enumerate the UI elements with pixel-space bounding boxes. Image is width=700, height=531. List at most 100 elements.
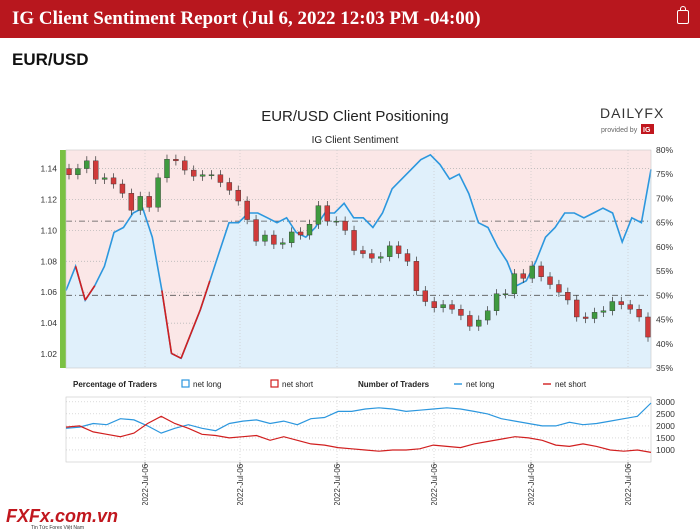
date-tick-label: 2022-Jul-06 [141,463,150,505]
price-candle [556,284,562,293]
price-candle [493,293,500,311]
price-candle [306,224,313,236]
price-candle [636,309,642,318]
price-axis-bar [60,150,66,368]
percent-tick-label: 55% [656,266,673,276]
percent-tick-label: 80% [656,145,673,155]
price-candle [280,242,286,245]
price-candle [208,174,215,176]
count-net-long-line [65,402,652,434]
footer-watermark: FXFx.com.vn Tin Tức Forex Việt Nam [0,505,700,531]
trader-count-plot: 3000 2500 2000 1500 1000 [65,396,675,463]
plot-frame [65,149,652,369]
date-tick-label: 2022-Jul-06 [333,463,342,505]
report-title: IG Client Sentiment Report (Jul 6, 2022 … [12,8,481,29]
price-candle [333,220,339,223]
percent-tick-label: 65% [656,218,673,228]
price-candle [529,265,535,279]
net-short-segment [74,266,86,301]
legend-pct-title: Percentage of Traders [73,380,158,389]
percent-tick-label: 75% [656,169,673,179]
price-candle [458,309,464,316]
price-candle [75,168,81,175]
price-candle [288,231,295,243]
provided-by-label: provided by [601,127,638,134]
price-candle [404,253,411,262]
ig-badge [641,124,654,134]
price-candle [538,265,544,277]
net-short-segment [189,309,202,335]
percent-tick-label: 70% [656,193,673,203]
price-candle [137,196,143,211]
price-candle [627,304,633,310]
price-candle [262,234,268,242]
price-candle [199,174,206,177]
price-candle [235,189,241,202]
legend-net-long-swatch [181,379,190,388]
fxfx-tagline: Tin Tức Forex Việt Nam [31,525,84,531]
price-candle [547,276,553,285]
price-candle [101,177,108,180]
price-candle [618,301,624,305]
price-candle [378,256,384,259]
report-title-bar: IG Client Sentiment Report (Jul 6, 2022 … [0,0,700,38]
count-tick-label: 1500 [656,433,675,443]
percent-tick-label: 40% [656,339,673,349]
price-candle [395,245,402,254]
price-candle [609,301,616,311]
price-candle [297,231,304,236]
count-tick-label: 2000 [656,421,675,431]
price-candle [155,177,161,208]
count-tick-label: 2500 [656,409,675,419]
net-short-segment [171,352,182,360]
price-candle [413,261,420,291]
price-candle [315,205,322,225]
dailyfx-logo: DAILYFX provided by IG [600,105,664,134]
price-tick-label: 1.14 [40,164,57,174]
price-candle [93,160,99,180]
legend-net-short-swatch [270,379,279,388]
price-candle [582,316,589,319]
price-candle [565,292,571,301]
percent-tick-label: 50% [656,290,673,300]
legend-net-long: net long [193,380,221,389]
pair-heading: EUR/USD [12,50,89,69]
dailyfx-wordmark: DAILYFX [600,105,664,121]
price-candle [467,315,473,327]
chart-title: EUR/USD Client Positioning [261,108,449,125]
price-candle [484,310,491,321]
price-tick-label: 1.04 [40,318,57,328]
price-candle [600,310,607,313]
price-candle [128,193,135,211]
price-candle [351,230,357,251]
price-candle [422,290,429,302]
lock-icon[interactable] [677,6,689,24]
legend-row: Percentage of Traders net long net short Nu… [73,379,587,389]
fxfx-logo: FXFx.com.vn [6,506,119,526]
price-candle [191,169,197,177]
price-tick-label: 1.06 [40,287,57,297]
price-candle [244,200,250,220]
percent-tick-label: 45% [656,315,673,325]
ig-badge-label: IG [643,127,651,134]
count-tick-label: 3000 [656,397,675,407]
price-candle [84,160,90,169]
price-candle [164,159,170,179]
chart-subtitle: IG Client Sentiment [312,135,399,146]
sentiment-chart: DAILYFX provided by IG EUR/USD Client Po… [40,105,675,505]
price-candle [440,304,446,308]
price-candle [110,177,117,185]
price-candle [369,253,375,259]
price-candle [66,168,72,175]
price-candle [502,293,509,295]
price-candle [645,316,651,338]
sub-plot-frame [65,396,652,463]
legend-net-short: net short [282,380,314,389]
price-candle [182,160,188,171]
price-candle [520,273,526,279]
price-candle [591,312,598,319]
main-plot: 1.14 1.12 1.10 1.08 1.06 1.04 1.02 80% 75% 70% 65%… [40,145,673,373]
price-candle [360,250,366,254]
net-long-area [66,154,651,368]
price-candle [146,196,152,208]
